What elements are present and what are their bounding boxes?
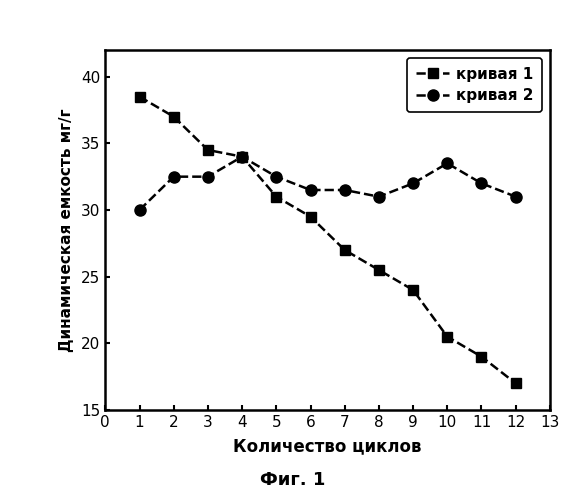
кривая 1 [170,114,177,119]
кривая 2 [341,187,348,193]
кривая 1 [478,354,485,360]
кривая 1 [512,380,519,386]
кривая 1 [136,94,143,100]
кривая 2 [376,194,383,200]
кривая 2 [170,174,177,180]
Line: кривая 2: кривая 2 [134,151,521,216]
Line: кривая 1: кривая 1 [135,92,521,388]
кривая 2 [239,154,246,160]
кривая 1 [273,194,280,200]
кривая 2 [444,160,451,166]
кривая 1 [341,247,348,253]
кривая 1 [307,214,314,220]
кривая 2 [478,180,485,186]
кривая 1 [444,334,451,340]
кривая 2 [410,180,417,186]
X-axis label: Количество циклов: Количество циклов [233,437,422,455]
кривая 2 [273,174,280,180]
кривая 1 [410,287,417,293]
кривая 1 [204,147,211,153]
кривая 1 [239,154,246,160]
кривая 2 [307,187,314,193]
Legend: кривая 1, кривая 2: кривая 1, кривая 2 [407,58,542,112]
кривая 2 [512,194,519,200]
Y-axis label: Динамическая емкость мг/г: Динамическая емкость мг/г [59,108,74,352]
кривая 2 [204,174,211,180]
кривая 1 [376,267,383,273]
кривая 2 [136,207,143,213]
Text: Фиг. 1: Фиг. 1 [260,471,325,489]
